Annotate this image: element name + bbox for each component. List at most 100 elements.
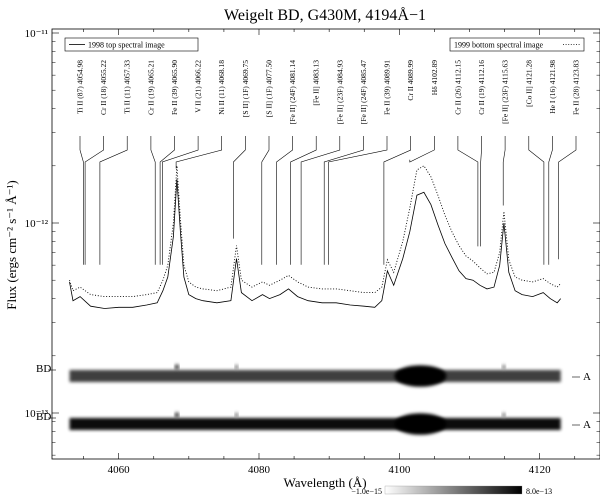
spectral-image-right-label: A bbox=[583, 371, 591, 383]
spectral-image-feature bbox=[234, 412, 239, 418]
line-id-leader bbox=[261, 136, 270, 265]
line-id-leader bbox=[233, 136, 246, 239]
line-id: [S II] (1F) 4069.75 bbox=[233, 60, 250, 239]
line-id-label: [Fe II] (24F) 4085.47 bbox=[359, 60, 368, 124]
plot-frame bbox=[51, 28, 600, 460]
x-tick-label: 4100 bbox=[388, 464, 411, 476]
x-tick-label: 4120 bbox=[529, 464, 552, 476]
line-id: Fe II (39) 4065.90 bbox=[159, 60, 179, 265]
line-id-label: Cr II (18) 4055.22 bbox=[99, 60, 108, 115]
line-id: Cr II (19) 4065.21 bbox=[146, 60, 156, 265]
line-id-leader bbox=[150, 136, 156, 265]
line-id-label: He I (16) 4121.98 bbox=[548, 60, 557, 114]
line-id-label: [Co II] 4121.28 bbox=[524, 60, 533, 107]
colorbar-min-label: −1.0e−15 bbox=[351, 487, 382, 496]
line-id-label: Cr II (19) 4065.21 bbox=[146, 60, 155, 115]
line-id: Fe II (28) 4123.83 bbox=[558, 60, 581, 260]
y-tick-label: 10⁻¹² bbox=[25, 218, 49, 230]
line-id-leader bbox=[99, 136, 128, 265]
spectral-images: BD A BD A bbox=[36, 363, 591, 435]
line-id-leader bbox=[502, 136, 506, 206]
line-id-label: Cr II 4089.99 bbox=[406, 60, 415, 101]
legend-left-box bbox=[64, 37, 199, 52]
legend-left-label: 1998 top spectral image bbox=[88, 41, 165, 50]
line-id: Hδ 4102.89 bbox=[409, 60, 439, 163]
y-axis-label: Flux (ergs cm⁻² s⁻¹ Å⁻¹) bbox=[4, 180, 19, 310]
line-id-label: [S II] (1F) 4077.50 bbox=[265, 60, 274, 117]
colorbar-max-label: 8.0e−13 bbox=[526, 487, 552, 496]
line-id-label: Hδ 4102.89 bbox=[430, 60, 439, 95]
line-id-leader bbox=[548, 136, 553, 265]
line-id: [Fe II] (24F) 4085.47 bbox=[323, 60, 368, 265]
line-id: [Fe II] (23F) 4115.63 bbox=[501, 60, 510, 206]
spectral-image-2: BD A bbox=[36, 411, 591, 435]
line-id-leader bbox=[558, 136, 577, 260]
y-tick-label: 10⁻¹³ bbox=[25, 408, 49, 420]
spectral-image-hdelta-blob bbox=[394, 365, 447, 387]
x-axis-label: Wavelength (Å) bbox=[283, 475, 366, 490]
line-id-label: V II (21) 4066.22 bbox=[194, 60, 203, 113]
line-id-leader bbox=[276, 136, 293, 265]
spectral-image-band bbox=[69, 418, 561, 430]
line-id: Fe II (39) 4089.91 bbox=[328, 60, 392, 265]
line-id-leader bbox=[323, 136, 364, 265]
line-id: He I (16) 4121.98 bbox=[548, 60, 557, 265]
line-id-label: [Fe II] 4083.13 bbox=[312, 60, 321, 106]
series-1-line bbox=[69, 179, 562, 309]
spectral-image-left-label: BD bbox=[36, 411, 51, 423]
colorbar-gradient bbox=[384, 485, 523, 495]
line-id-label: Fe II (39) 4089.91 bbox=[383, 60, 392, 115]
y-tick-label: 10⁻¹¹ bbox=[25, 28, 48, 40]
line-id: V II (21) 4066.22 bbox=[162, 60, 203, 265]
line-id-leader bbox=[159, 136, 175, 265]
spectral-image-right-label: A bbox=[583, 419, 591, 431]
line-id-label: Ti II (87) 4054.98 bbox=[76, 60, 85, 114]
spectral-image-feature bbox=[234, 364, 239, 370]
chart-title: Weigelt BD, G430M, 4194Å−1 bbox=[224, 6, 426, 24]
line-id: [Co II] 4121.28 bbox=[524, 60, 545, 265]
line-id-label: [S II] (1F) 4069.75 bbox=[241, 60, 250, 117]
spectral-image-hdelta-blob bbox=[394, 413, 447, 435]
line-annotations: Ti II (87) 4054.98 Cr II (18) 4055.22 Ti I… bbox=[76, 60, 581, 265]
line-id-leader bbox=[528, 136, 545, 265]
series-2-line bbox=[69, 165, 562, 298]
line-id: Ti II (87) 4054.98 bbox=[76, 60, 85, 265]
line-id-label: Ni II (11) 4068.18 bbox=[217, 60, 226, 115]
line-id-leader bbox=[79, 136, 84, 265]
line-id-label: Ti II (11) 4057.33 bbox=[123, 60, 132, 114]
legend-left: 1998 top spectral image bbox=[64, 37, 199, 52]
line-id-label: [Fe II] (23F) 4084.93 bbox=[335, 60, 344, 124]
x-tick-label: 4080 bbox=[248, 464, 271, 476]
colorbar: −1.0e−15 8.0e−13 bbox=[351, 485, 552, 496]
x-tick-label: 4060 bbox=[108, 464, 131, 476]
line-id-leader bbox=[84, 136, 104, 265]
spectral-image-band bbox=[69, 370, 561, 382]
line-id: [Fe II] (23F) 4084.93 bbox=[300, 60, 344, 265]
legend-right-box bbox=[449, 37, 585, 52]
line-id-leader bbox=[328, 136, 388, 265]
line-id-leader bbox=[300, 136, 341, 265]
axes: 4060 4080 4100 4120 10⁻¹¹ 10⁻¹² 10⁻¹³ bbox=[25, 28, 600, 476]
line-id-label: Fe II (28) 4123.83 bbox=[572, 60, 581, 115]
line-id: [Fe II] 4083.13 bbox=[290, 60, 321, 265]
line-id-leader bbox=[175, 136, 222, 169]
line-id-leader bbox=[480, 136, 482, 247]
line-id-leader bbox=[290, 136, 317, 265]
line-id-label: [Fe II] (23F) 4115.63 bbox=[501, 60, 510, 124]
spectral-image-left-label: BD bbox=[36, 363, 51, 375]
line-id-label: [Fe II] (24F) 4081.14 bbox=[288, 60, 297, 124]
line-id: Ni II (11) 4068.18 bbox=[175, 60, 226, 169]
line-id-label: Cr II (19) 4112.16 bbox=[477, 60, 486, 115]
line-id: Cr II 4089.99 bbox=[383, 60, 415, 265]
line-id-label: Cr II (26) 4112.15 bbox=[453, 60, 462, 115]
line-id: [S II] (1F) 4077.50 bbox=[261, 60, 274, 265]
spectral-image-feature bbox=[174, 412, 180, 418]
line-id: Cr II (26) 4112.15 bbox=[453, 60, 479, 247]
spectral-image-feature bbox=[501, 412, 506, 418]
line-id: Cr II (19) 4112.16 bbox=[477, 60, 486, 247]
line-id-leader bbox=[162, 136, 199, 265]
spectral-image-feature bbox=[174, 364, 180, 370]
legend-right: 1999 bottom spectral image bbox=[449, 37, 585, 52]
line-id-leader bbox=[383, 136, 412, 265]
